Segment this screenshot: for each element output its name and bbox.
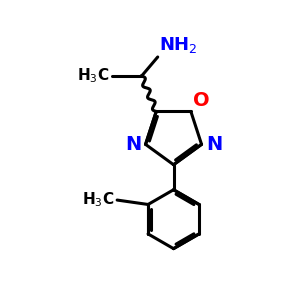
- Text: O: O: [193, 91, 210, 110]
- Text: N: N: [125, 135, 141, 154]
- Text: NH$_2$: NH$_2$: [159, 34, 198, 55]
- Text: N: N: [206, 135, 222, 154]
- Text: H$_3$C: H$_3$C: [82, 191, 115, 209]
- Text: H$_3$C: H$_3$C: [77, 67, 110, 86]
